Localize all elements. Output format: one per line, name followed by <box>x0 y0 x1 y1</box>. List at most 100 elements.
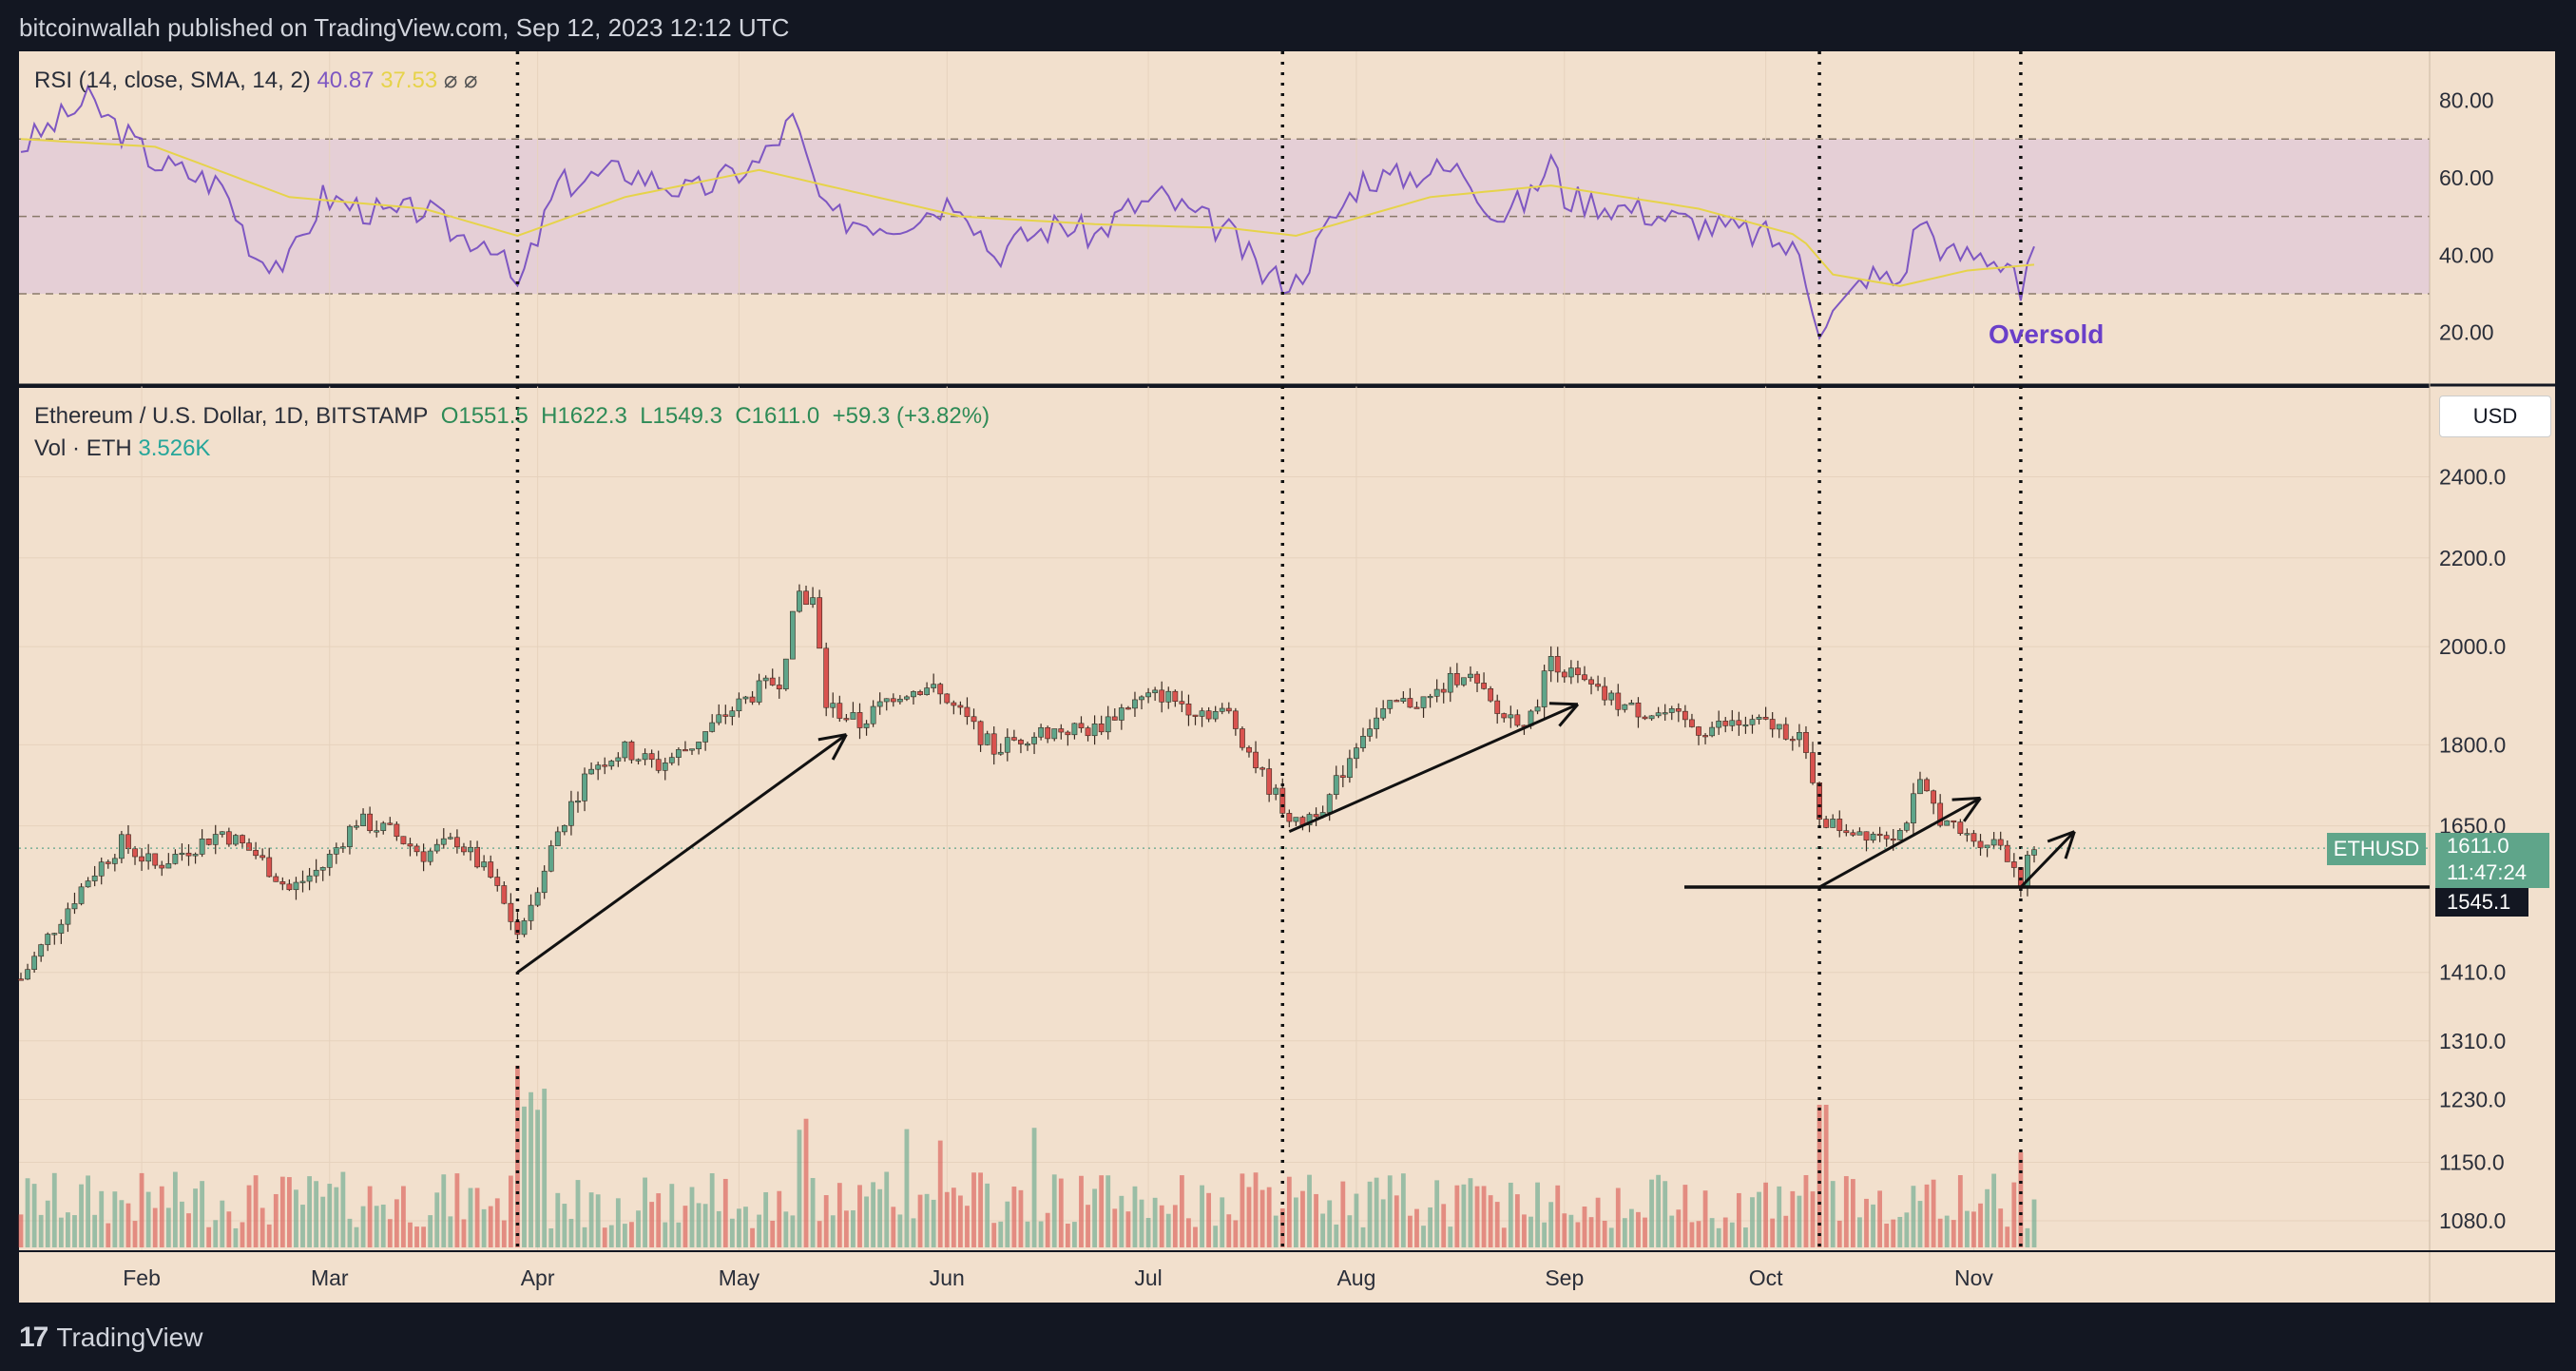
candle-body <box>1038 726 1045 738</box>
volume-bar <box>1622 1218 1627 1247</box>
candle-body <box>1179 701 1185 705</box>
symbol-label: Ethereum / U.S. Dollar, 1D, BITSTAMP <box>34 403 429 429</box>
candle-body <box>326 854 333 868</box>
volume-bar <box>1514 1194 1520 1247</box>
volume-bar <box>1058 1178 1064 1247</box>
volume-bar <box>1931 1179 1936 1247</box>
candle-body <box>797 590 802 612</box>
candle-body <box>1890 838 1896 841</box>
volume-bar <box>1951 1220 1956 1247</box>
candle-body <box>716 714 722 724</box>
candle-body <box>682 749 688 752</box>
candle-body <box>709 722 716 732</box>
candle-body <box>273 876 279 882</box>
volume-bar <box>354 1226 359 1247</box>
candle-body <box>319 867 326 871</box>
candle-body <box>1078 723 1085 728</box>
candle-body <box>1944 820 1951 826</box>
volume-bar <box>1092 1188 1097 1247</box>
volume-bar <box>1400 1173 1406 1247</box>
volume-bar <box>763 1191 769 1247</box>
rsi-line <box>20 84 2035 340</box>
candle-body <box>501 885 508 904</box>
eye-off-icon[interactable]: ⌀ <box>464 68 478 93</box>
volume-bar <box>1441 1204 1447 1247</box>
candle-body <box>299 880 306 883</box>
candle-body <box>494 877 501 886</box>
candle-body <box>997 751 1004 755</box>
volume-bar <box>45 1200 50 1247</box>
candle-body <box>1662 712 1668 715</box>
candle-body <box>199 839 205 855</box>
volume-bar <box>1334 1224 1339 1247</box>
volume-bar <box>340 1171 346 1247</box>
volume-bar <box>1682 1185 1688 1247</box>
candle-body <box>1031 736 1037 744</box>
candle-body <box>655 759 662 771</box>
candle-body <box>212 834 219 845</box>
volume-bar <box>220 1200 225 1247</box>
volume-bar <box>1206 1192 1212 1247</box>
volume-bar <box>830 1215 836 1247</box>
candle-body <box>1420 696 1427 708</box>
candle-body <box>407 843 413 847</box>
volume-bar <box>374 1206 379 1247</box>
candle-body <box>1749 719 1756 725</box>
candle-body <box>582 773 587 801</box>
candle-body <box>1911 793 1916 824</box>
time-axis-tick-label: Apr <box>521 1265 555 1290</box>
eye-off-icon[interactable]: ⌀ <box>443 68 458 93</box>
volume-bar <box>1246 1187 1252 1247</box>
volume-bar <box>360 1206 366 1247</box>
candle-body <box>1118 707 1125 721</box>
volume-bar <box>1488 1195 1493 1247</box>
volume-bar <box>1240 1173 1245 1247</box>
candle-body <box>957 705 964 708</box>
candle-body <box>890 698 896 703</box>
volume-bar <box>474 1188 480 1247</box>
candle-body <box>1240 728 1245 748</box>
volume-bar <box>414 1226 419 1247</box>
volume-bar <box>1957 1175 1963 1247</box>
volume-bar <box>31 1184 37 1247</box>
candle-body <box>1931 790 1936 804</box>
candle-body <box>427 850 433 862</box>
candle-body <box>481 861 488 868</box>
candle-body <box>461 846 467 853</box>
candle-body <box>306 875 313 882</box>
candle-body <box>736 698 742 712</box>
volume-bar <box>1468 1178 1473 1247</box>
candle-body <box>1313 814 1319 818</box>
volume-bar <box>145 1191 151 1247</box>
candle-body <box>1065 731 1071 736</box>
candle-body <box>762 677 769 682</box>
candle-body <box>1769 719 1776 730</box>
candle-body <box>883 698 890 703</box>
trend-arrow-head <box>831 733 848 761</box>
open-value: O1551.5 <box>440 403 529 429</box>
candle-body <box>756 680 762 703</box>
candle-body <box>105 861 111 864</box>
volume-bar <box>1891 1219 1896 1247</box>
candle-body <box>1850 832 1856 836</box>
candle-body <box>789 610 796 660</box>
candle-body <box>1246 746 1252 753</box>
candle-body <box>1105 716 1111 733</box>
candle-body <box>1548 656 1554 671</box>
currency-selector[interactable]: USD <box>2439 396 2551 437</box>
candle-body <box>1125 707 1131 710</box>
trend-annotations <box>19 702 2430 974</box>
volume-bar <box>1481 1186 1487 1247</box>
volume-bar <box>508 1175 513 1247</box>
volume-bar <box>307 1176 312 1247</box>
right-axis-background <box>2430 51 2555 1251</box>
volume-bar <box>1005 1201 1010 1247</box>
candle-body <box>990 733 997 755</box>
volume-bar <box>1676 1209 1682 1247</box>
volume-bar <box>1025 1221 1030 1247</box>
volume-bar <box>240 1222 245 1247</box>
candle-body <box>18 978 24 981</box>
candle-body <box>1098 724 1105 733</box>
volume-bar <box>864 1196 869 1247</box>
candle-body <box>1628 703 1635 705</box>
